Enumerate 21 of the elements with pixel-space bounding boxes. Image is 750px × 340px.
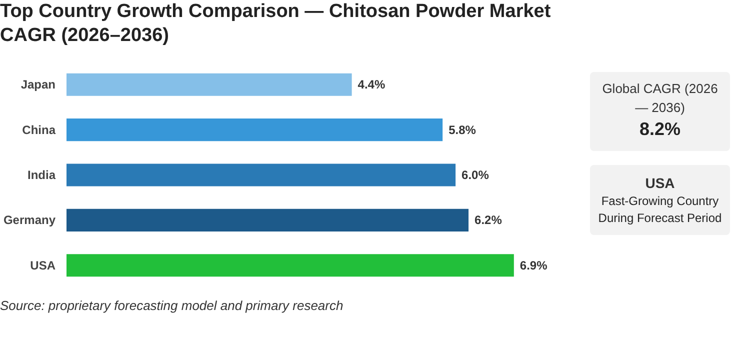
data-label: 6.9% — [520, 258, 548, 272]
y-tick-label: Germany — [3, 213, 56, 228]
y-tick-label: Japan — [20, 78, 56, 92]
text: USA — [644, 174, 676, 193]
chart-title: Top Country Growth Comparison — Chitosan Powder Market CAGR (2026–2036) — [0, 0, 552, 48]
y-tick-label: India — [28, 168, 56, 182]
source-note: Source: proprietary forecasting model and primary research — [0, 297, 344, 315]
data-label: 4.4% — [358, 78, 386, 92]
text: 8.2% — [638, 118, 682, 142]
text: Global CAGR (2026 — 2036) — [601, 80, 719, 117]
y-tick-label: China — [22, 122, 56, 137]
data-label: 5.8% — [448, 122, 476, 137]
bar — [66, 208, 469, 232]
bar — [66, 164, 456, 186]
text: Fast-Growing Country During Forecast Period — [598, 192, 722, 227]
data-label: 6.2% — [474, 213, 502, 228]
data-label: 6.0% — [462, 168, 490, 182]
y-tick-label: USA — [30, 258, 56, 272]
bar — [66, 254, 514, 277]
bar — [66, 73, 352, 96]
bar — [66, 118, 443, 142]
